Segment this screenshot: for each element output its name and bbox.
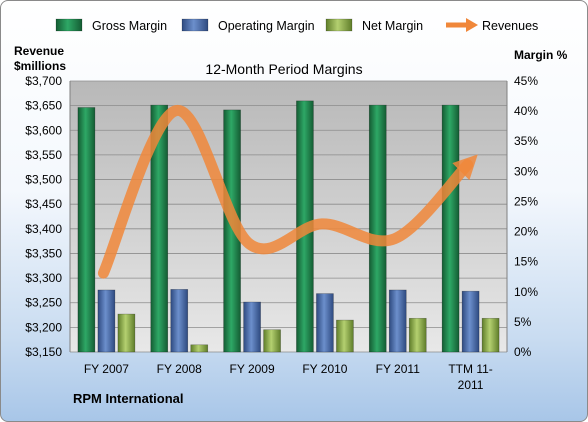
- chart-title: 12-Month Period Margins: [205, 61, 362, 77]
- bar-gross-margin: [441, 104, 460, 353]
- category-label: 2011: [458, 378, 484, 392]
- left-tick-label: $3,450: [25, 197, 62, 211]
- right-tick-label: 5%: [514, 315, 532, 329]
- bar-net-margin: [408, 317, 427, 353]
- bars: [77, 100, 500, 353]
- left-tick-label: $3,200: [25, 320, 62, 334]
- legend: Gross Margin Operating Margin Net Margin Re…: [55, 18, 538, 33]
- left-tick-label: $3,700: [25, 74, 62, 88]
- legend-swatch: [181, 18, 209, 32]
- left-axis-title-line-2: $millions: [14, 59, 66, 73]
- category-label: FY 2011: [376, 362, 421, 376]
- left-tick-label: $3,650: [25, 99, 62, 113]
- right-tick-label: 40%: [514, 104, 538, 118]
- legend-swatch: [55, 18, 83, 32]
- right-tick-label: 15%: [514, 255, 538, 269]
- bar-operating-margin: [97, 289, 116, 353]
- category-label: FY 2007: [84, 362, 129, 376]
- right-axis-ticks: 0% 5% 10% 15% 20% 25% 30% 35% 40% 45%: [514, 74, 538, 359]
- left-tick-label: $3,150: [25, 345, 62, 359]
- bar-gross-margin: [77, 107, 96, 353]
- category-label: FY 2010: [302, 362, 347, 376]
- legend-label: Revenues: [482, 19, 538, 33]
- bar-operating-margin: [170, 289, 189, 353]
- left-axis-ticks: $3,150 $3,200 $3,250 $3,300 $3,350 $3,400 $3,4…: [25, 74, 62, 359]
- right-axis-title: Margin %: [514, 48, 568, 62]
- bar-net-margin: [190, 344, 209, 353]
- category-labels: FY 2007 FY 2008 FY 2009 FY 2010 FY 2011 TTM 1…: [84, 362, 493, 392]
- left-tick-label: $3,500: [25, 173, 62, 187]
- company-name: RPM International: [73, 391, 184, 406]
- legend-swatch: [325, 18, 353, 32]
- gridlines: [69, 80, 508, 353]
- bar-gross-margin: [368, 104, 387, 353]
- bar-operating-margin: [461, 290, 480, 353]
- bar-net-margin: [481, 317, 500, 353]
- right-tick-label: 45%: [514, 74, 538, 88]
- left-tick-label: $3,400: [25, 222, 62, 236]
- revenue-line: [97, 105, 478, 279]
- right-tick-label: 20%: [514, 225, 538, 239]
- bar-gross-margin: [150, 104, 169, 353]
- left-tick-label: $3,600: [25, 123, 62, 137]
- legend-label: Gross Margin: [92, 19, 167, 33]
- left-tick-label: $3,300: [25, 271, 62, 285]
- bar-net-margin: [336, 319, 354, 353]
- right-tick-label: 10%: [514, 285, 538, 299]
- bar-operating-margin: [316, 293, 334, 353]
- left-tick-label: $3,250: [25, 296, 62, 310]
- bar-operating-margin: [388, 289, 407, 353]
- right-tick-label: 25%: [514, 194, 538, 208]
- left-tick-label: $3,350: [25, 246, 62, 260]
- category-label: FY 2008: [157, 362, 202, 376]
- bar-net-margin: [117, 313, 136, 353]
- category-label: FY 2009: [230, 362, 275, 376]
- category-label: TTM 11-: [448, 362, 492, 376]
- revenue-line-layer: [97, 105, 478, 279]
- legend-label: Net Margin: [362, 19, 423, 33]
- right-tick-label: 35%: [514, 134, 538, 148]
- left-tick-label: $3,550: [25, 148, 62, 162]
- left-axis-title-line-1: Revenue: [14, 44, 64, 58]
- bar-net-margin: [263, 329, 281, 353]
- plot-area: [70, 81, 507, 352]
- legend-label: Operating Margin: [218, 19, 315, 33]
- right-tick-label: 30%: [514, 164, 538, 178]
- legend-arrow: [466, 18, 478, 32]
- right-tick-label: 0%: [514, 345, 532, 359]
- bar-operating-margin: [243, 301, 261, 353]
